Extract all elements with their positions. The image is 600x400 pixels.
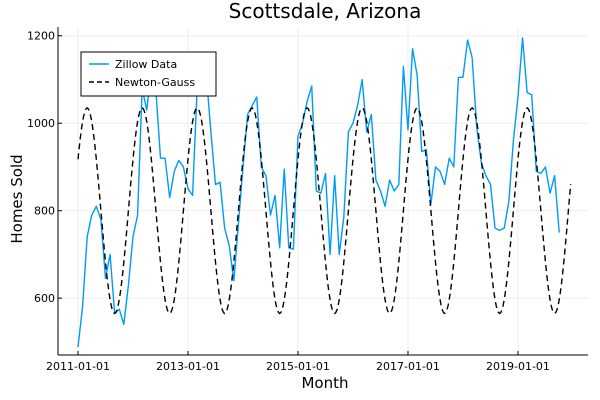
legend-box (80, 51, 217, 97)
x-axis-title: Month (301, 374, 348, 392)
x-tick-labels: 2011-01-01 2013-01-01 2015-01-01 2017-01-01… (46, 351, 550, 373)
series-lines (77, 37, 572, 348)
y-axis-title: Homes Sold (8, 154, 26, 243)
y-tick-label: 1200 (27, 30, 55, 43)
series-line-zillow-data (77, 37, 560, 348)
legend-label-zillow: Zillow Data (115, 58, 177, 71)
axes (57, 27, 588, 356)
legend-label-newton: Newton-Gauss (115, 76, 195, 89)
y-tick-label: 800 (34, 205, 55, 218)
chart-title: Scottsdale, Arizona (229, 0, 422, 23)
x-tick-label: 2011-01-01 (46, 360, 110, 373)
legend: Zillow Data Newton-Gauss (80, 51, 217, 97)
y-tick-label: 600 (34, 292, 55, 305)
x-tick-label: 2013-01-01 (156, 360, 220, 373)
x-tick-label: 2017-01-01 (376, 360, 440, 373)
series-line-newton-gauss (77, 107, 572, 315)
y-tick-label: 1000 (27, 117, 55, 130)
x-tick-label: 2019-01-01 (486, 360, 550, 373)
x-tick-label: 2015-01-01 (266, 360, 330, 373)
y-tick-labels: 600 800 1000 1200 (27, 30, 62, 305)
